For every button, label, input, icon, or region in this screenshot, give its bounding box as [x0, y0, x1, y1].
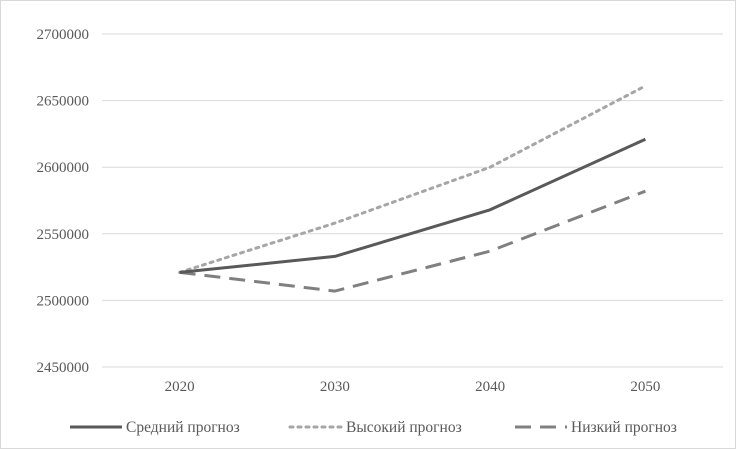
- series-line: [178, 84, 647, 274]
- legend-label: Низкий прогноз: [571, 419, 677, 436]
- series-line: [179, 137, 647, 274]
- x-tick-label: 2040: [475, 379, 505, 395]
- y-tick-label: 2650000: [37, 94, 90, 110]
- x-tick-label: 2030: [320, 379, 350, 395]
- y-tick-label: 2450000: [37, 360, 90, 376]
- legend: Средний прогноз Высокий прогноз Низкий про…: [70, 419, 677, 436]
- series-lines: [178, 84, 647, 293]
- y-tick-label: 2550000: [37, 227, 90, 243]
- legend-label: Высокий прогноз: [346, 419, 462, 436]
- y-tick-label: 2500000: [37, 293, 90, 309]
- series-line: [179, 189, 646, 293]
- y-tick-label: 2600000: [37, 160, 90, 176]
- y-tick-label: 2700000: [37, 27, 90, 43]
- x-tick-label: 2050: [630, 379, 660, 395]
- legend-label: Средний прогноз: [126, 419, 240, 436]
- grid: [102, 33, 723, 368]
- x-tick-label: 2020: [165, 379, 195, 395]
- axes: 2700000 2650000 2600000 2550000 2500000 24500…: [37, 27, 661, 395]
